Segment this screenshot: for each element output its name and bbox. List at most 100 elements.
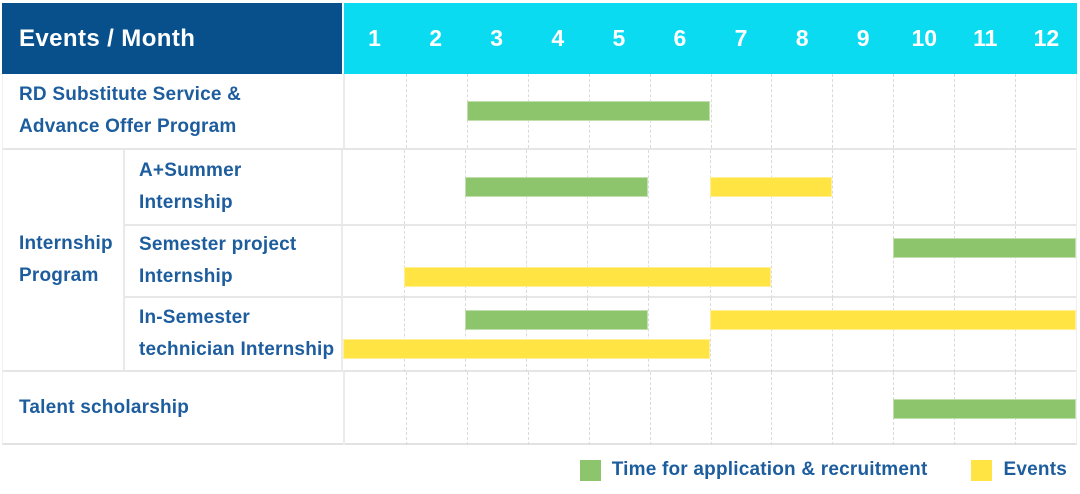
legend-swatch-events (971, 459, 993, 481)
label-line: Semester project (139, 234, 297, 255)
month-gridline (770, 226, 772, 298)
month-gridline (892, 298, 894, 372)
events-month-table: Events / Month 1 2 3 4 5 6 7 8 9 10 11 12 RD Substi… (2, 3, 1077, 445)
legend-swatch-application (579, 459, 601, 481)
month-gridline (771, 372, 773, 445)
month-gridline (709, 298, 711, 372)
month-gridline (709, 226, 711, 298)
month-gridline (587, 226, 589, 298)
group-band-internship-program: Internship Program A+Summer Internship Semes… (3, 148, 1076, 372)
month-gridline (648, 226, 650, 298)
month-gridline (648, 298, 650, 372)
month-gridline (405, 74, 407, 148)
month-gridline (1015, 74, 1017, 148)
month-gridline (831, 150, 833, 224)
label-line: Internship (139, 192, 233, 213)
month-gridline (893, 74, 895, 148)
month-gridline (649, 372, 651, 445)
month-gridline (465, 226, 467, 298)
month-header-row: 1 2 3 4 5 6 7 8 9 10 11 12 (344, 3, 1077, 74)
month-header-cell: 7 (734, 25, 748, 51)
bar-events (709, 310, 1076, 330)
legend-label: Time for application & recruitment (611, 459, 928, 480)
bar-application-recruitment (465, 177, 649, 197)
label-line: In-Semester (139, 307, 250, 328)
bar-events (404, 267, 771, 287)
month-gridline (404, 150, 406, 224)
table-corner-header: Events / Month (2, 3, 342, 74)
month-header-cell: 10 (911, 25, 938, 51)
legend: Time for application & recruitment Events (0, 446, 1080, 494)
table-row: Talent scholarship (3, 370, 1076, 445)
label-line: Internship (139, 266, 233, 287)
month-gridline (953, 298, 955, 372)
bar-events (343, 339, 710, 359)
month-header-cell: 1 (368, 25, 381, 51)
bar-application-recruitment (466, 101, 711, 121)
month-gridline (710, 372, 712, 445)
label-line: Program (19, 265, 99, 286)
group-rows: A+Summer Internship Semester project Intern… (125, 150, 1076, 372)
row-label: Talent scholarship (3, 372, 343, 443)
group-label: Internship Program (3, 150, 125, 370)
month-gridline (648, 150, 650, 224)
month-gridline (710, 74, 712, 148)
table-row: In-Semester technician Internship (125, 296, 1076, 372)
label-line: A+Summer (139, 160, 242, 181)
label-line: Advance Offer Program (19, 116, 237, 137)
chart-cell (343, 74, 1076, 148)
chart-cell (341, 150, 1076, 224)
month-gridline (831, 226, 833, 298)
table-row: Semester project Internship (125, 224, 1076, 298)
month-header-cell: 5 (612, 25, 626, 51)
month-gridline (892, 226, 894, 298)
month-gridline (771, 74, 773, 148)
label-line: Talent scholarship (19, 396, 190, 418)
month-gridline (526, 298, 528, 372)
month-gridline (405, 372, 407, 445)
chart-cell (341, 226, 1076, 298)
label-line: Internship (19, 233, 113, 254)
month-gridline (587, 298, 589, 372)
bar-application-recruitment (892, 238, 1076, 258)
table-body: RD Substitute Service & Advance Offer Pro… (2, 74, 1077, 445)
row-label: Semester project Internship (125, 226, 341, 296)
chart-cell (343, 372, 1076, 445)
table-header-row: Events / Month 1 2 3 4 5 6 7 8 9 10 11 12 (2, 3, 1077, 74)
month-header-cell: 11 (973, 25, 998, 51)
month-gridline (404, 226, 406, 298)
month-gridline (954, 74, 956, 148)
legend-item-events: Events (971, 459, 1067, 481)
month-gridline (465, 298, 467, 372)
month-header-cell: 8 (795, 25, 809, 51)
month-gridline (404, 298, 406, 372)
month-gridline (832, 74, 834, 148)
table-row: A+Summer Internship (125, 150, 1076, 224)
month-gridline (1014, 150, 1016, 224)
month-gridline (526, 226, 528, 298)
month-gridline (527, 372, 529, 445)
legend-item-application: Time for application & recruitment (579, 459, 928, 481)
month-gridline (770, 298, 772, 372)
month-gridline (831, 298, 833, 372)
month-gridline (953, 226, 955, 298)
bar-events (709, 177, 832, 197)
bar-application-recruitment (893, 398, 1076, 419)
month-header-cell: 4 (551, 25, 565, 51)
legend-label: Events (1003, 459, 1067, 480)
bar-application-recruitment (465, 310, 649, 330)
month-gridline (832, 372, 834, 445)
month-header-cell: 6 (673, 25, 687, 51)
table-row: RD Substitute Service & Advance Offer Pro… (3, 74, 1076, 148)
month-gridline (892, 150, 894, 224)
month-gridline (953, 150, 955, 224)
label-line: technician Internship (139, 339, 335, 360)
month-header-cell: 9 (856, 25, 870, 51)
row-label: In-Semester technician Internship (125, 298, 341, 370)
row-label: A+Summer Internship (125, 150, 341, 224)
month-gridline (466, 372, 468, 445)
month-header-cell: 12 (1033, 25, 1060, 51)
month-gridline (588, 372, 590, 445)
chart-cell (341, 298, 1076, 372)
